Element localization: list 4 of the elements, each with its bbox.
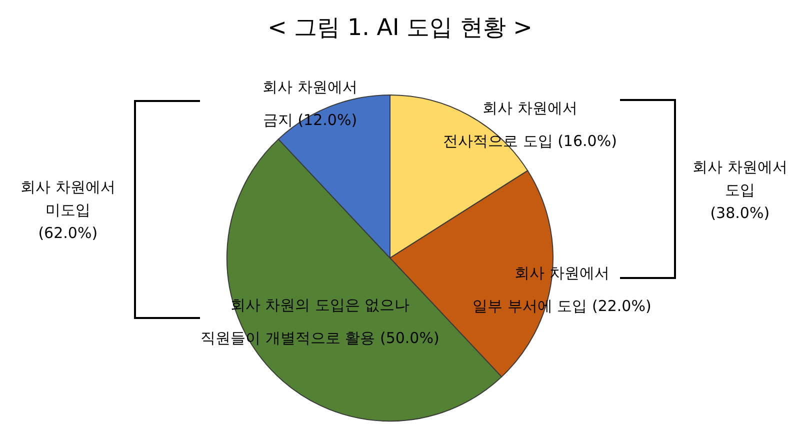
slice-label: 회사 차원에서 금지 (12.0%) [262, 78, 358, 129]
text: 회사 차원에서 도입 (38.0%) [692, 156, 788, 224]
chart-title: < 그림 1. AI 도입 현황 > [268, 15, 532, 41]
text: 회사 차원에서 미도입 (62.0%) [20, 176, 116, 244]
